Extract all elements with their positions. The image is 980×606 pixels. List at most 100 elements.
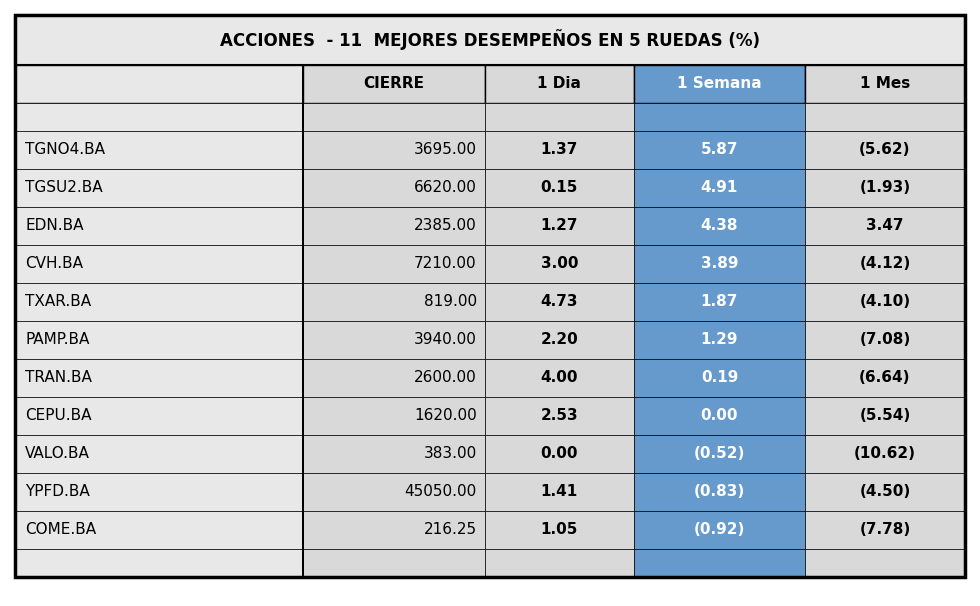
Bar [485,473,634,511]
Bar [805,321,965,359]
Bar [634,245,805,283]
Bar [634,283,805,321]
Text: (6.64): (6.64) [859,370,910,385]
Bar [15,131,303,169]
Bar [15,435,303,473]
Bar [303,207,485,245]
Bar [805,283,965,321]
Text: 2385.00: 2385.00 [414,219,476,233]
Text: (5.62): (5.62) [859,142,910,158]
Bar [634,397,805,435]
Bar [805,549,965,577]
Bar [805,511,965,549]
Bar [634,511,805,549]
Text: 0.00: 0.00 [701,408,738,424]
Bar [485,207,634,245]
Text: 4.00: 4.00 [541,370,578,385]
Text: 819.00: 819.00 [423,295,476,310]
Text: 2.53: 2.53 [541,408,578,424]
Text: 3.00: 3.00 [541,256,578,271]
Bar [15,65,303,103]
Bar [15,103,303,131]
Text: 3.47: 3.47 [866,219,904,233]
Bar [302,65,304,577]
Text: 45050.00: 45050.00 [405,485,476,499]
Text: 5.87: 5.87 [701,142,738,158]
Text: 3940.00: 3940.00 [414,333,476,347]
Bar [634,435,805,473]
Text: 2.20: 2.20 [541,333,578,347]
Bar [485,511,634,549]
Bar [634,321,805,359]
Bar [15,245,303,283]
Bar [805,245,965,283]
Text: YPFD.BA: YPFD.BA [25,485,90,499]
Text: 0.19: 0.19 [701,370,738,385]
Text: 1.41: 1.41 [541,485,578,499]
Text: (0.83): (0.83) [694,485,745,499]
Bar [15,207,303,245]
Bar [303,245,485,283]
Text: 7210.00: 7210.00 [414,256,476,271]
Text: 3.89: 3.89 [701,256,738,271]
Text: (1.93): (1.93) [859,181,910,196]
Text: TXAR.BA: TXAR.BA [25,295,91,310]
Text: 4.91: 4.91 [701,181,738,196]
Text: 1.29: 1.29 [701,333,738,347]
Text: CVH.BA: CVH.BA [25,256,83,271]
Bar [485,321,634,359]
Bar [15,15,965,65]
Bar [303,131,485,169]
Bar [303,397,485,435]
Bar [15,321,303,359]
Bar [634,103,805,131]
Bar [15,169,303,207]
Text: 1.87: 1.87 [701,295,738,310]
Bar [634,65,805,103]
Text: TRAN.BA: TRAN.BA [25,370,92,385]
Text: VALO.BA: VALO.BA [25,447,90,462]
Bar [15,511,303,549]
Bar [303,359,485,397]
Bar [303,435,485,473]
Bar [303,103,485,131]
Text: 1 Semana: 1 Semana [677,76,761,92]
Bar [303,511,485,549]
Text: 6620.00: 6620.00 [414,181,476,196]
Bar [15,549,303,577]
Bar [485,245,634,283]
Bar [303,321,485,359]
Bar [303,549,485,577]
Bar [15,359,303,397]
Bar [805,207,965,245]
Text: (4.10): (4.10) [859,295,910,310]
Text: 4.38: 4.38 [701,219,738,233]
Text: (0.52): (0.52) [694,447,745,462]
Text: 1.37: 1.37 [541,142,578,158]
Text: 2600.00: 2600.00 [414,370,476,385]
Bar [805,169,965,207]
Bar [15,283,303,321]
Bar [634,131,805,169]
Text: COME.BA: COME.BA [25,522,96,538]
Text: EDN.BA: EDN.BA [25,219,83,233]
Bar [805,103,965,131]
Bar [485,283,634,321]
Bar [805,65,965,103]
Bar [485,103,634,131]
Text: 0.00: 0.00 [541,447,578,462]
Text: 1 Mes: 1 Mes [859,76,910,92]
Text: 1620.00: 1620.00 [414,408,476,424]
Text: 3695.00: 3695.00 [414,142,476,158]
Bar [634,207,805,245]
Bar [805,359,965,397]
Bar [303,473,485,511]
Text: 1.05: 1.05 [541,522,578,538]
Text: (7.08): (7.08) [859,333,910,347]
Text: 4.73: 4.73 [541,295,578,310]
Text: ACCIONES  - 11  MEJORES DESEMPEÑOS EN 5 RUEDAS (%): ACCIONES - 11 MEJORES DESEMPEÑOS EN 5 RU… [220,30,760,50]
Text: (0.92): (0.92) [694,522,745,538]
Bar [485,397,634,435]
Text: PAMP.BA: PAMP.BA [25,333,89,347]
Text: CIERRE: CIERRE [364,76,424,92]
